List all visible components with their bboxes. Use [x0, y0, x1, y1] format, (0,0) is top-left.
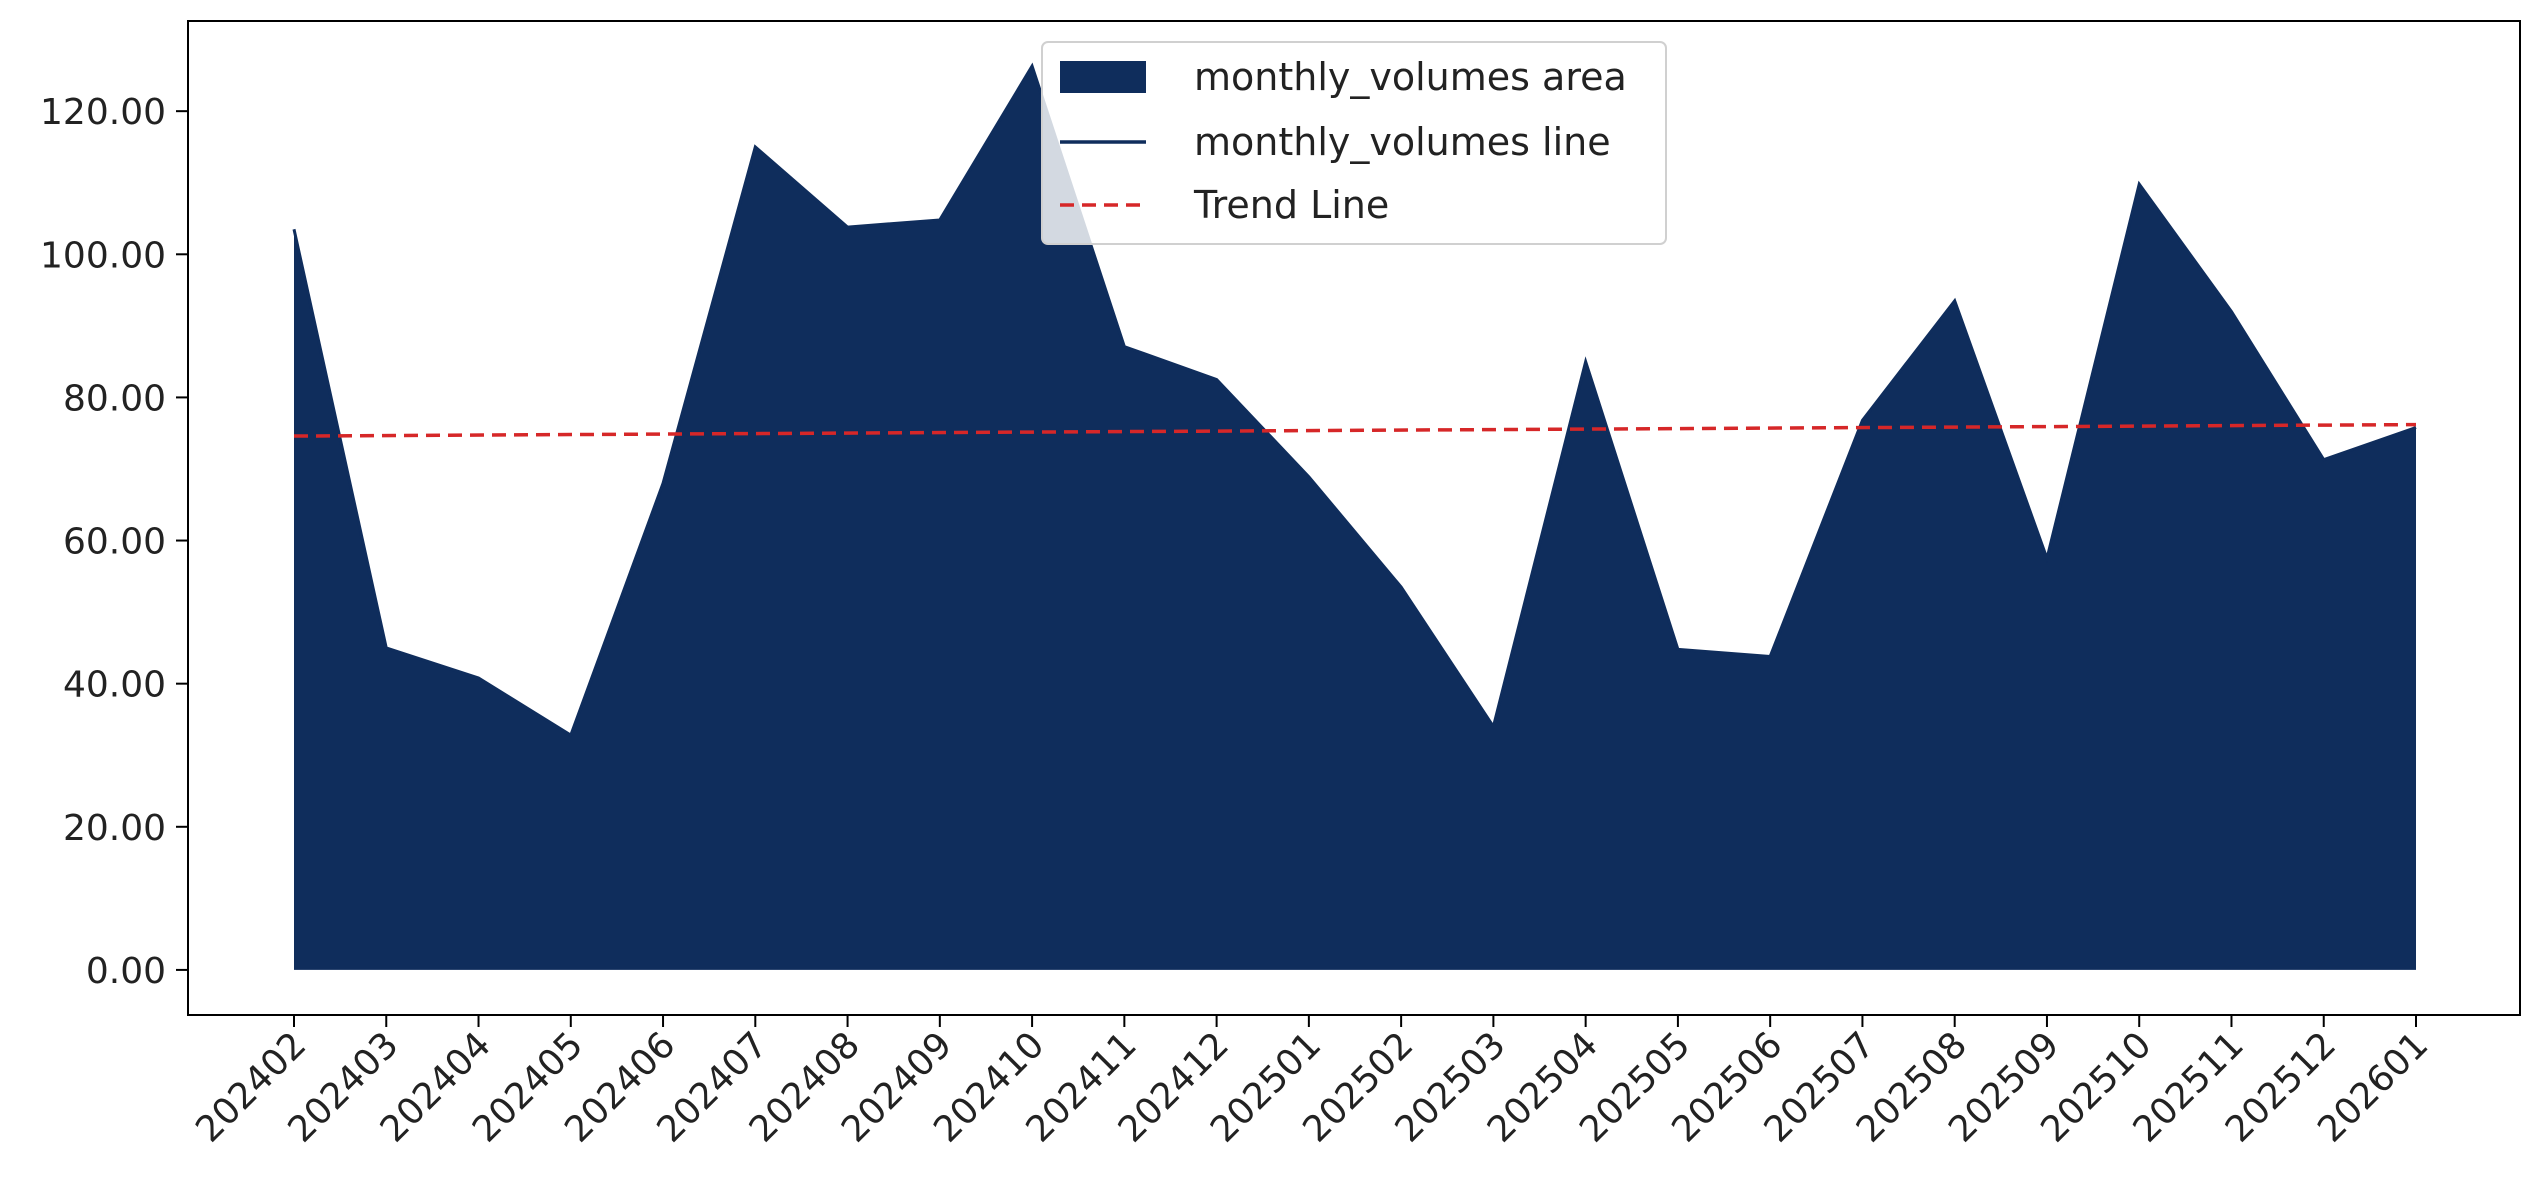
legend-label: monthly_volumes line [1194, 120, 1611, 164]
legend-item: monthly_volumes area [1060, 55, 1627, 99]
legend-area-swatch [1060, 61, 1146, 93]
y-tick-label: 20.00 [63, 808, 166, 849]
legend-box [1041, 41, 1667, 245]
legend-item: Trend Line [1060, 183, 1389, 227]
legend-label: monthly_volumes area [1194, 55, 1627, 99]
x-axis: 2024022024032024042024052024062024072024… [188, 1015, 2436, 1151]
plot-area [292, 62, 2417, 970]
y-tick-label: 120.00 [40, 92, 166, 133]
y-tick-label: 0.00 [86, 951, 166, 992]
legend: monthly_volumes area monthly_volumes line… [1041, 41, 1667, 245]
axes-frame [187, 20, 2521, 1016]
legend-label: Trend Line [1193, 183, 1389, 227]
y-tick-label: 40.00 [63, 665, 166, 706]
series-area-monthly-volumes [294, 66, 2416, 970]
y-tick-label: 60.00 [63, 522, 166, 563]
y-tick-label: 100.00 [40, 235, 166, 276]
y-tick-label: 80.00 [63, 378, 166, 419]
series-line-monthly-volumes [292, 62, 2417, 738]
series-trend-line [293, 422, 2417, 438]
legend-item: monthly_volumes line [1060, 120, 1611, 164]
y-axis: 0.00 20.00 40.00 60.00 80.00 100.00 120.00 [40, 92, 188, 992]
